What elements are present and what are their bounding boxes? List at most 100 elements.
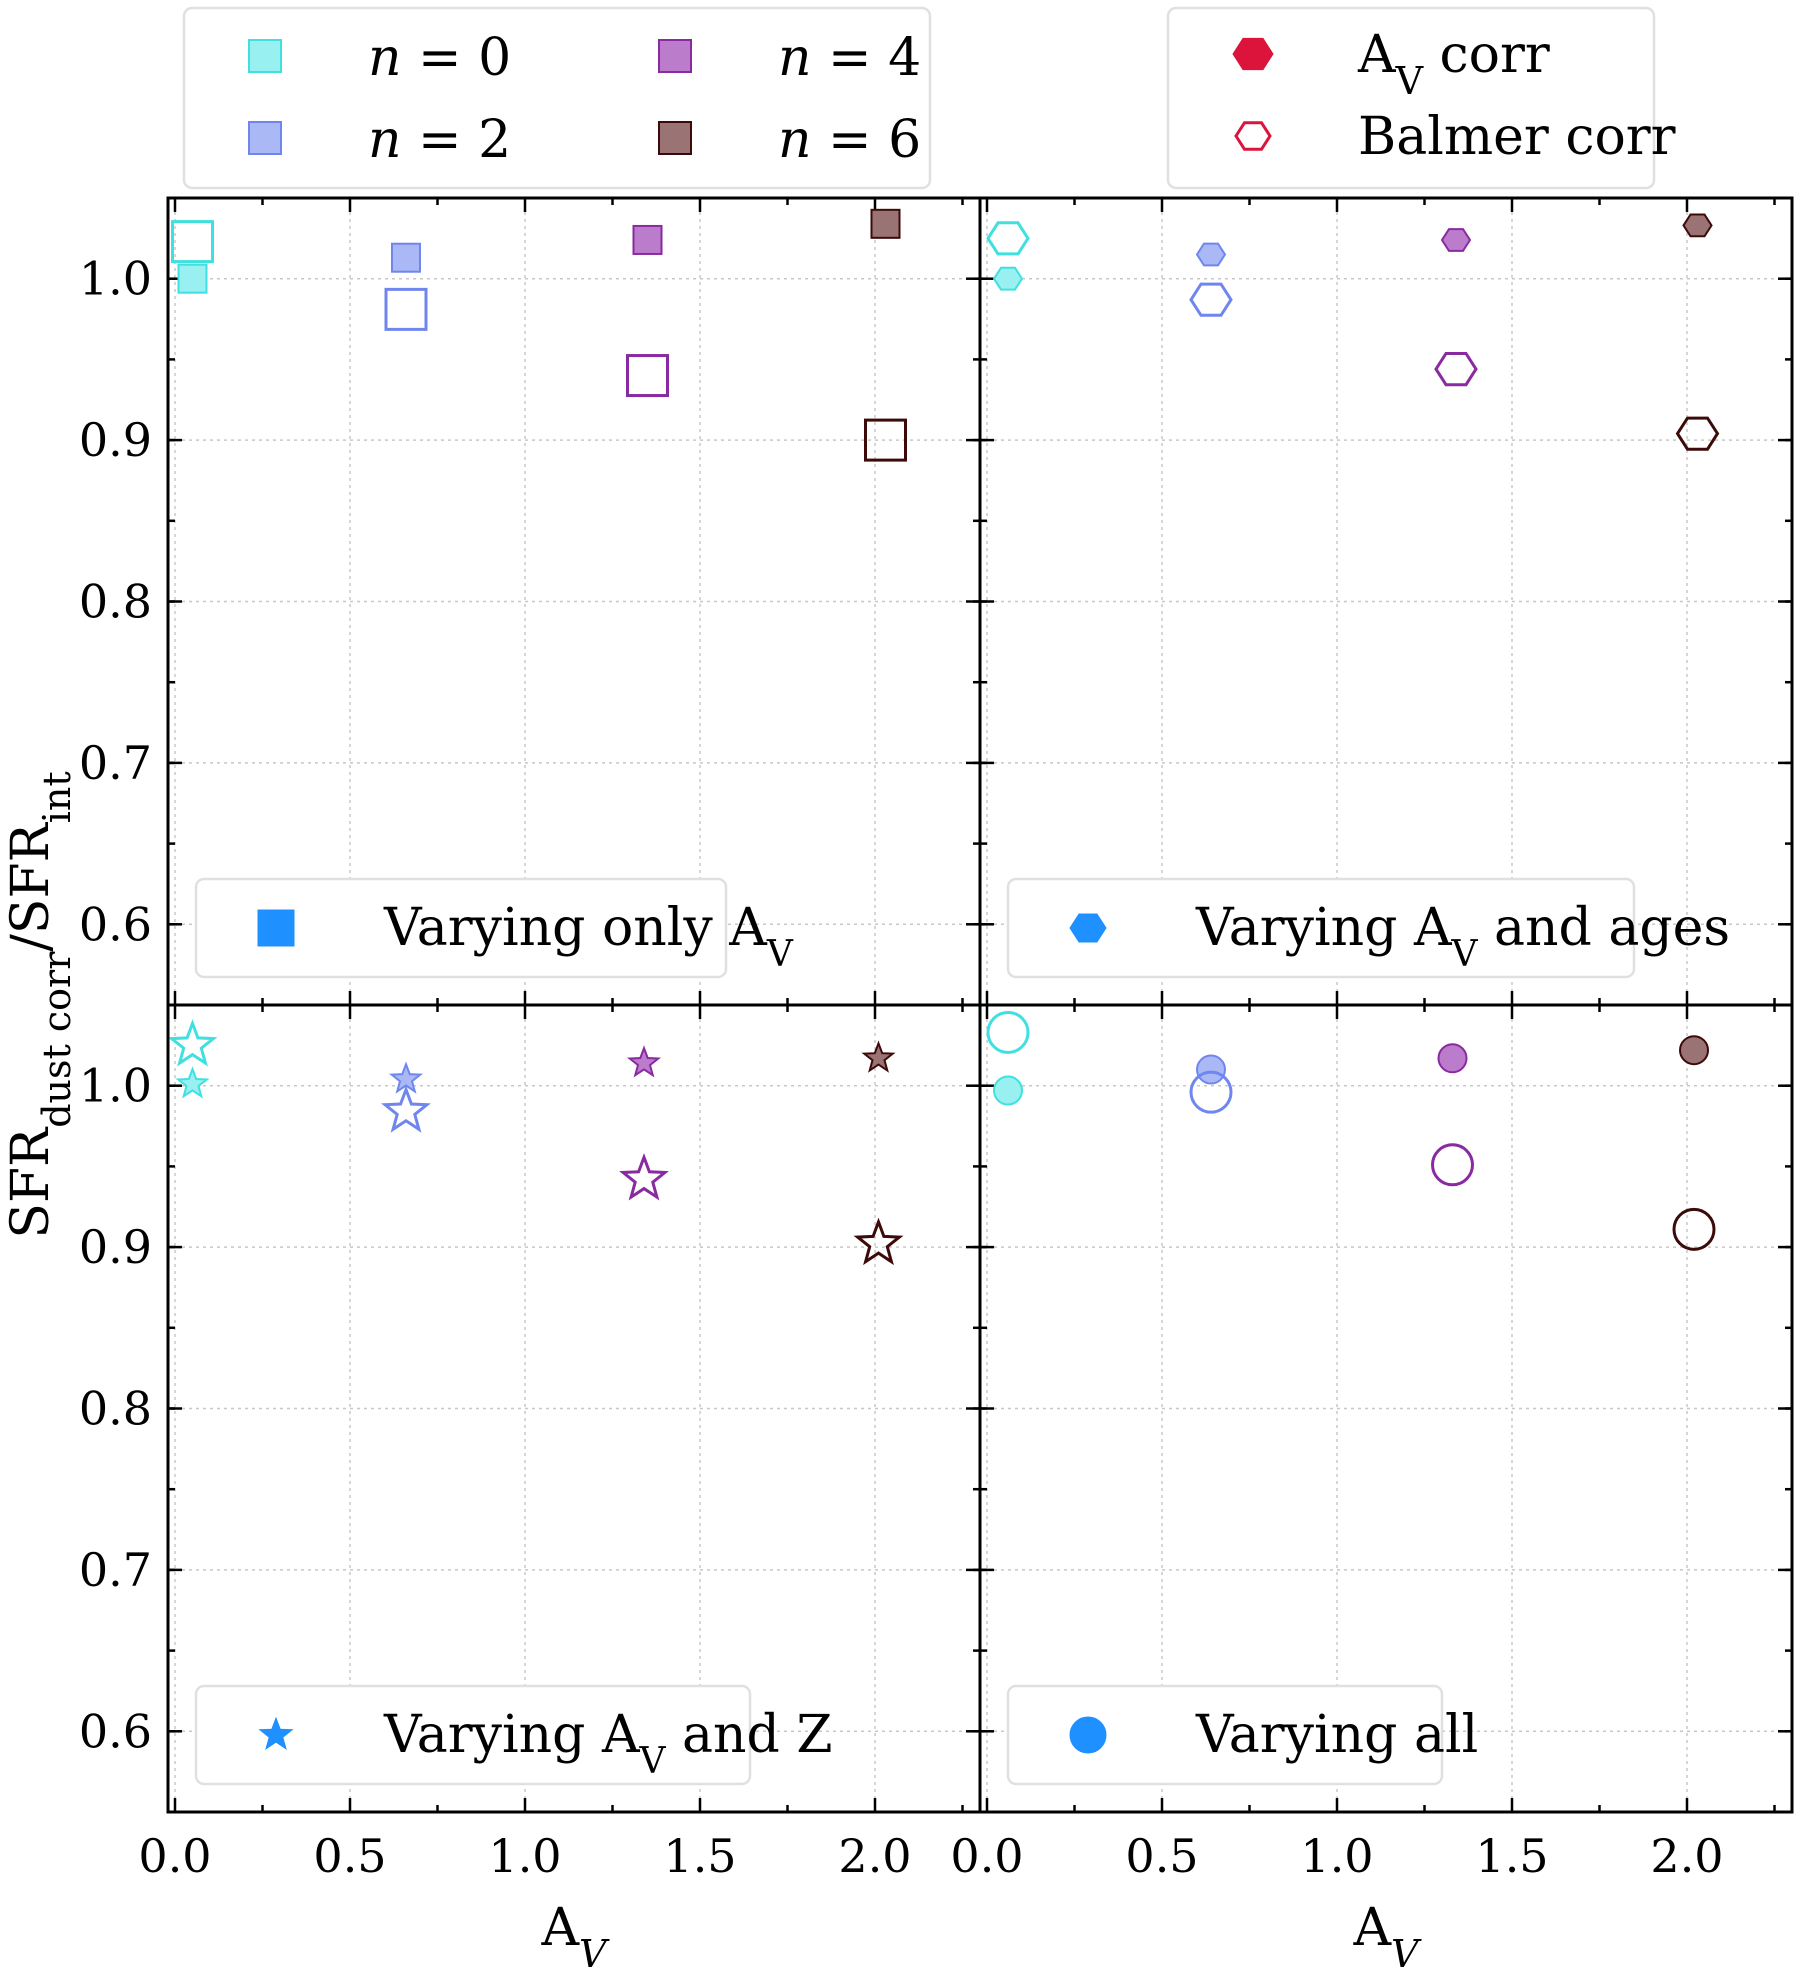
marker-balmer-corr-n6 xyxy=(864,418,907,462)
y-tick-label: 0.9 xyxy=(79,1220,152,1274)
y-axis-label: SFRdust corr/SFRint xyxy=(1,771,79,1238)
legend-box xyxy=(1006,877,1636,979)
y-axis-label-main: SFR xyxy=(1,1126,61,1239)
legend-marker-n6 xyxy=(658,121,692,155)
legend-av-corr-marker xyxy=(1232,37,1274,71)
x-tick-label: 0.5 xyxy=(313,1829,386,1883)
x-tick-label: 2.0 xyxy=(1650,1829,1723,1883)
x-tick-label: 0.5 xyxy=(1125,1829,1198,1883)
marker-balmer-corr-n2 xyxy=(1189,1070,1233,1114)
marker-balmer-corr-n2 xyxy=(1189,282,1233,317)
y-tick-label: 0.9 xyxy=(79,413,152,467)
marker-av-corr-n6 xyxy=(870,208,901,239)
legend-label: Varying all xyxy=(1195,1705,1478,1765)
legend-box xyxy=(1006,1684,1444,1786)
x-axis-label-sub: V xyxy=(579,1932,610,1968)
legend-n-eq: = xyxy=(402,110,479,170)
y-tick-label: 0.8 xyxy=(79,1382,152,1436)
legend-marker xyxy=(258,1716,294,1750)
x-axis-label: AV xyxy=(540,1898,610,1968)
y-tick-label: 0.6 xyxy=(79,897,152,951)
marker-av-corr-n4 xyxy=(626,1045,662,1078)
legend-av-corr-sub: V xyxy=(1395,59,1424,103)
marker-balmer-corr-n4 xyxy=(1434,352,1478,387)
marker-balmer-corr-n4 xyxy=(619,1153,669,1201)
x-axis-label-main: A xyxy=(1352,1898,1392,1958)
y-tick-label: 1.0 xyxy=(79,252,152,306)
legend-label-n2: n = 2 xyxy=(368,110,511,170)
x-tick-label: 1.5 xyxy=(663,1829,736,1883)
y-tick-label: 0.7 xyxy=(79,736,152,790)
legend-label-rest: and ages xyxy=(1478,898,1731,958)
legend-av-corr-main: A xyxy=(1357,25,1397,85)
y-tick-label: 1.0 xyxy=(79,1059,152,1113)
legend-varying-only-av: Varying only AV xyxy=(194,877,794,979)
marker-balmer-corr-n6 xyxy=(1675,416,1720,451)
legend-label-main: Varying all xyxy=(1195,1705,1478,1765)
panel-varying-only-av: Varying only AV xyxy=(166,196,982,1007)
legend-label-n4: n = 4 xyxy=(778,28,921,88)
legend-label-rest: and Z xyxy=(666,1705,833,1765)
legend-n-symbol: n xyxy=(368,110,402,170)
marker-av-corr-n6 xyxy=(1682,213,1713,238)
legend-label: Varying only AV xyxy=(383,898,794,975)
marker-av-corr-n4 xyxy=(1440,228,1472,252)
legend-n-symbol: n xyxy=(778,110,812,170)
marker-balmer-corr-n2 xyxy=(384,287,428,331)
marker-balmer-corr-n0 xyxy=(986,221,1030,256)
panel-varying-av-and-z: Varying AV and Z xyxy=(166,1003,982,1814)
x-axis-label-main: A xyxy=(540,1898,580,1958)
legend-varying-av-and-ages: Varying AV and ages xyxy=(1006,877,1730,979)
legend-label: Varying AV and Z xyxy=(383,1705,832,1782)
panel-varying-av-and-ages: Varying AV and ages xyxy=(978,196,1794,1007)
legend-n-value: 2 xyxy=(478,110,511,170)
marker-av-corr-n4 xyxy=(1437,1043,1468,1074)
legend-label-n6: n = 6 xyxy=(778,110,921,170)
x-tick-label: 1.0 xyxy=(488,1829,561,1883)
marker-balmer-corr-n6 xyxy=(853,1217,904,1266)
legend-n-eq: = xyxy=(402,28,479,88)
marker-av-corr-n0 xyxy=(992,266,1024,291)
legend-box xyxy=(194,877,728,979)
marker-balmer-corr-n0 xyxy=(171,220,214,264)
legend-n-symbol: n xyxy=(368,28,402,88)
marker-av-corr-n0 xyxy=(993,1075,1023,1106)
legend-label-n0: n = 0 xyxy=(368,28,511,88)
legend-label-main: Varying only A xyxy=(383,898,768,958)
legend-label-sub: V xyxy=(639,1741,667,1782)
marker-balmer-corr-n6 xyxy=(1672,1207,1716,1251)
legend-marker-n0 xyxy=(248,39,282,73)
y-axis-label-slash: /SFR xyxy=(1,821,61,951)
y-tick-label: 0.7 xyxy=(79,1543,152,1597)
y-axis-label-sub1: dust corr xyxy=(35,951,79,1128)
y-axis-label-sub2: int xyxy=(35,771,79,823)
panel-frame xyxy=(978,1003,1794,1814)
x-tick-label: 1.5 xyxy=(1475,1829,1548,1883)
legend-n-symbol: n xyxy=(778,28,812,88)
marker-balmer-corr-n4 xyxy=(626,354,669,398)
legend-label: Varying AV and ages xyxy=(1195,898,1730,975)
legend-n-eq: = xyxy=(812,28,889,88)
legend-balmer-corr-marker xyxy=(1234,121,1272,151)
legend-varying-all: Varying all xyxy=(1006,1684,1478,1786)
marker-balmer-corr-n4 xyxy=(1431,1143,1474,1187)
legend-av-corr-rest: corr xyxy=(1423,25,1550,85)
x-tick-label: 0.0 xyxy=(138,1829,211,1883)
legend-varying-av-and-z: Varying AV and Z xyxy=(194,1684,832,1786)
marker-balmer-corr-n0 xyxy=(986,1010,1030,1054)
marker-av-corr-n2 xyxy=(1195,242,1227,267)
marker-balmer-corr-n0 xyxy=(167,1019,218,1067)
marker-av-corr-n2 xyxy=(1196,1054,1226,1085)
panels: Varying only AV Varying AV and agesVaryin… xyxy=(166,196,1794,1814)
legend-n-eq: = xyxy=(812,110,889,170)
y-tick-label: 0.6 xyxy=(79,1704,152,1758)
legend-marker xyxy=(1069,913,1107,943)
legend-box xyxy=(194,1684,752,1786)
marker-av-corr-n6 xyxy=(1679,1035,1709,1066)
panel-varying-all: Varying all xyxy=(978,1003,1794,1814)
marker-av-corr-n0 xyxy=(175,1066,210,1099)
x-tick-label: 2.0 xyxy=(838,1829,911,1883)
